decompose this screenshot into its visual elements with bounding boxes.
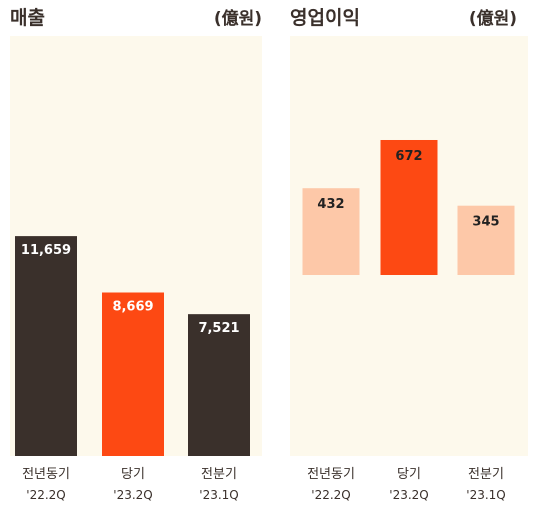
operating-profit-category-label-1: 전년동기: [307, 467, 355, 482]
operating-profit-category-label-3: 전분기: [468, 467, 504, 482]
operating-profit-period-label-2: '23.2Q: [389, 488, 428, 502]
operating-profit-bars: 432 전년동기 '22.2Q 672 당기 '23.2Q 345 전분기 '23.1Q: [302, 139, 515, 502]
revenue-bar-3: [188, 314, 250, 456]
revenue-bars: 11,659 전년동기 '22.2Q 8,669 당기 '23.2Q 7,521 전분기 '23…: [15, 236, 250, 502]
revenue-period-label-1: '22.2Q: [26, 488, 65, 502]
operating-profit-bar-1: [302, 188, 360, 275]
operating-profit-unit: (億원): [469, 8, 517, 29]
revenue-title: 매출: [10, 7, 45, 29]
revenue-period-label-3: '23.1Q: [199, 488, 238, 502]
operating-profit-period-label-3: '23.1Q: [466, 488, 505, 502]
operating-profit-value-label-3: 345: [472, 215, 499, 230]
operating-profit-category-label-2: 당기: [397, 467, 421, 482]
revenue-category-label-1: 전년동기: [22, 467, 70, 482]
operating-profit-bar-2: [380, 139, 438, 275]
revenue-category-label-3: 전분기: [201, 467, 237, 482]
operating-profit-bar-3: [457, 205, 515, 275]
revenue-bar-1: [15, 236, 77, 456]
operating-profit-period-label-1: '22.2Q: [311, 488, 350, 502]
revenue-value-label-3: 7,521: [198, 321, 239, 336]
revenue-value-label-2: 8,669: [112, 300, 153, 315]
operating-profit-value-label-2: 672: [395, 149, 422, 164]
revenue-bar-2: [102, 292, 164, 456]
operating-profit-value-label-1: 432: [317, 197, 344, 212]
revenue-value-label-1: 11,659: [21, 243, 71, 258]
revenue-category-label-2: 당기: [121, 467, 145, 482]
operating-profit-title: 영업이익: [290, 7, 360, 29]
revenue-period-label-2: '23.2Q: [113, 488, 152, 502]
revenue-unit: (億원): [214, 8, 262, 29]
